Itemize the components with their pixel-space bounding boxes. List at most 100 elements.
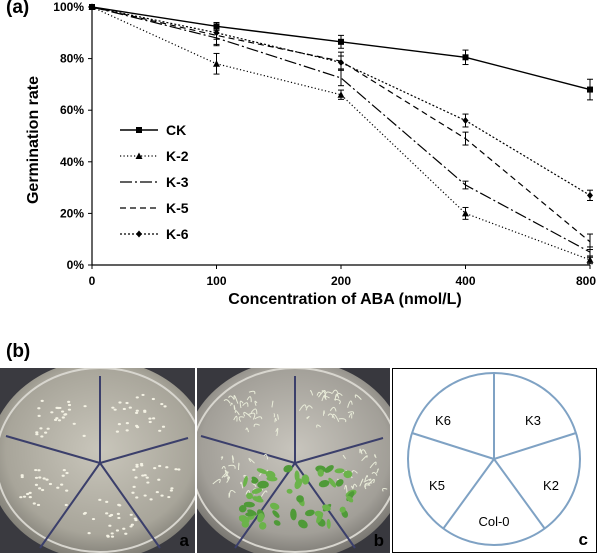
seed-dot: [57, 419, 62, 422]
seedling-leaf: [322, 504, 331, 512]
sprout-stroke: [347, 400, 353, 408]
petri-dish-a-illustration: [0, 368, 195, 553]
seed-dot: [19, 496, 23, 499]
sprout-stroke: [321, 394, 327, 402]
seed-dot: [34, 476, 39, 479]
seedling-leaf: [296, 495, 304, 503]
sprout-stroke: [344, 484, 348, 494]
sprout-stroke: [274, 417, 277, 423]
sprout-stroke: [316, 424, 322, 428]
sprout-stroke: [367, 479, 375, 486]
plate-photo-b: b: [197, 368, 390, 553]
seed-dot: [60, 483, 64, 486]
sprout-stroke: [354, 394, 362, 400]
data-point-k6: [338, 58, 344, 66]
sprout-stroke: [382, 487, 388, 492]
seed-dot: [22, 495, 27, 498]
sprout-stroke: [246, 396, 252, 403]
sprout-stroke: [253, 423, 260, 427]
sprout-stroke: [336, 392, 343, 397]
sector-label-k5: K5: [429, 478, 445, 493]
seed-dot: [64, 413, 68, 416]
seed-dot: [135, 426, 140, 429]
seed-dot: [65, 489, 69, 492]
seed-dot: [20, 475, 24, 479]
sprout-stroke: [234, 410, 240, 416]
sprout-stroke: [322, 410, 325, 416]
x-tick-label: 0: [89, 274, 96, 288]
legend-entry-k2: K-2: [120, 148, 189, 164]
seedling-leaf: [243, 475, 248, 487]
seed-dot: [129, 525, 133, 528]
seed-dot: [170, 487, 174, 490]
seed-dot: [141, 393, 145, 397]
seedling-leaf: [317, 469, 324, 477]
sprout-stroke: [212, 478, 221, 485]
seedling-leaf: [251, 488, 263, 494]
seed-dot: [134, 476, 138, 479]
seed-dot: [46, 427, 50, 430]
sprout-stroke: [221, 465, 226, 470]
y-tick-label: 100%: [53, 0, 84, 14]
seed-dot: [64, 503, 68, 507]
sprout-stroke: [223, 474, 229, 480]
seed-dot: [124, 532, 128, 535]
seedling-leaf: [252, 496, 264, 503]
germination-line-chart: 0% 20% 40% 60% 80% 100% 0 100 200 400 800 CK K-2 K-3…: [25, 0, 596, 308]
x-tick-label: 100: [206, 274, 226, 288]
seedling-leaf: [335, 479, 344, 487]
sprout-stroke: [254, 400, 258, 406]
seed-dot: [55, 417, 59, 420]
seed-dot: [67, 408, 72, 411]
sprout-stroke: [243, 411, 252, 418]
seedling-leaf: [294, 470, 300, 482]
sprout-stroke: [321, 390, 326, 395]
seed-dot: [105, 512, 109, 515]
photo-a-letter: a: [179, 531, 189, 550]
seedling-leaf: [290, 508, 297, 521]
seedling-leaf: [318, 480, 330, 488]
seedling-leaf: [246, 492, 253, 500]
sprout-stroke: [350, 485, 354, 490]
seedling-leaf: [286, 488, 293, 494]
seed-dot: [122, 527, 126, 530]
sprout-stroke: [316, 391, 322, 396]
seed-dot: [158, 429, 162, 432]
sprout-stroke: [361, 455, 368, 462]
seed-dot: [161, 425, 166, 428]
seed-dot: [160, 402, 164, 406]
seed-dot: [61, 474, 65, 477]
sprout-stroke: [359, 448, 363, 455]
plate-layout-diagram: K6 K3 K2 Col-0 K5 c: [392, 368, 597, 553]
sprout-stroke: [351, 470, 358, 474]
seedling-leaf: [256, 468, 268, 474]
seed-dot: [125, 429, 129, 432]
data-point-ck: [587, 86, 593, 93]
seed-dot: [45, 478, 49, 481]
sprout-stroke: [331, 389, 339, 394]
seedling-leaf: [343, 470, 353, 479]
seedling-leaf: [257, 513, 265, 523]
seed-dot: [174, 468, 178, 471]
seed-dot: [65, 471, 69, 475]
sprout-stroke: [374, 454, 377, 459]
seed-dot: [117, 516, 121, 520]
seed-dot: [111, 406, 115, 409]
sprout-stroke: [331, 413, 340, 422]
seed-dot: [106, 535, 110, 538]
legend-marker: [136, 127, 142, 133]
seedling-leaf: [243, 501, 255, 508]
seed-dot: [83, 405, 87, 408]
seedling-leaf: [245, 511, 256, 517]
seedling-leaf: [301, 476, 308, 482]
seedling-leaf: [283, 464, 293, 473]
sprout-stroke: [271, 400, 274, 408]
seed-dot: [163, 405, 167, 408]
seed-dot: [148, 417, 152, 420]
seed-dot: [139, 462, 144, 466]
seed-dot: [42, 477, 46, 480]
sprout-stroke: [250, 408, 258, 415]
seed-dot: [62, 469, 66, 472]
seed-dot: [37, 414, 41, 417]
sprout-stroke: [306, 415, 310, 420]
